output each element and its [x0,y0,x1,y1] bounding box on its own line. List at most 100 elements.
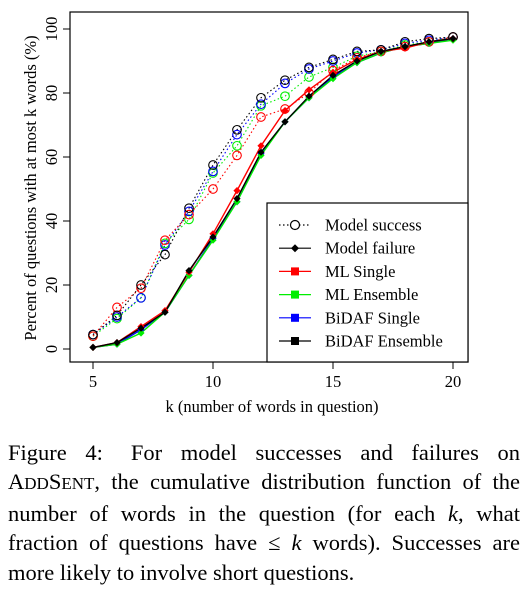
series-line-success-bidaf-ensemble [92,36,454,336]
data-point-success-bidaf-single [136,292,146,303]
legend-label: BiDAF Ensemble [325,332,443,351]
legend-label: ML Ensemble [325,285,418,304]
legend-item-ml-single: ML Single [279,262,395,281]
series-lines [92,36,454,349]
data-point-failure-bidaf-ensemble [401,43,409,51]
y-tick-label: 100 [42,17,61,42]
x-tick-label: 5 [89,372,97,391]
data-point-failure-bidaf-ensemble [89,343,97,351]
legend-item-bidaf-ensemble: BiDAF Ensemble [279,332,443,351]
data-point-failure-bidaf-ensemble [449,35,457,43]
legend-marker-square [291,290,299,299]
x-tick-label: 10 [205,372,222,391]
legend-marker-diamond [291,244,299,253]
data-point-success-bidaf-ensemble [208,160,218,170]
data-point-failure-bidaf-ensemble [137,324,145,332]
legend-label: Model failure [325,239,415,258]
data-point-success-bidaf-ensemble [328,54,338,65]
data-point-success-bidaf-ensemble [136,280,146,290]
data-point-failure-bidaf-ensemble [113,339,121,347]
data-point-failure-bidaf-ensemble [161,308,169,316]
data-point-success-bidaf-ensemble [112,310,122,321]
legend-label: ML Single [325,262,395,281]
figure-caption: Figure 4: For model successes and failure… [8,438,520,587]
caption-text-1: For model successes and failures on [130,440,520,465]
data-point-failure-bidaf-ensemble [329,71,337,79]
series-markers [88,32,458,351]
x-tick-label: 20 [445,372,462,391]
x-axis: 5 10 15 20 [89,362,461,391]
data-point-success-ml-ensemble [304,72,314,82]
y-tick-label: 20 [42,277,61,294]
x-axis-label: k (number of words in question) [165,397,378,416]
series-line-failure-ml-single [92,37,454,349]
caption-addsent: ADDSENT [8,469,95,495]
data-point-failure-bidaf-ensemble [377,47,385,55]
data-point-failure-bidaf-ensemble [425,38,433,46]
legend-box [266,202,469,363]
legend-marker-circle [289,219,301,231]
data-point-success-bidaf-ensemble [184,203,194,214]
data-point-success-bidaf-ensemble [160,249,170,260]
caption-text-4: words). Successes are more likely to inv… [8,530,520,585]
data-point-success-bidaf-single [208,166,218,177]
data-point-failure-ml-ensemble [137,329,145,337]
legend-item-model-success: Model success [279,216,422,235]
caption-k-1: k [447,500,458,526]
data-point-failure-ml-single [257,142,265,150]
data-point-success-ml-single [256,112,266,122]
data-point-success-ml-ensemble [184,214,194,225]
data-point-success-bidaf-ensemble [280,75,290,86]
y-tick-label: 80 [42,85,61,102]
x-tick-label: 15 [325,372,342,391]
legend-marker-square [291,267,299,276]
data-point-success-bidaf-ensemble [256,92,266,103]
data-point-success-ml-ensemble [232,140,242,151]
data-point-success-ml-single [160,235,170,246]
data-point-success-bidaf-single [160,240,170,250]
data-point-failure-bidaf-ensemble [257,148,265,156]
data-point-success-ml-single [136,283,146,294]
legend-marker-square [291,313,299,322]
y-axis-label: Percent of questions with at most k word… [21,35,40,340]
caption-label: Figure 4: [8,440,103,465]
data-point-failure-ml-single [281,107,289,115]
legend: Model success Model failure ML Single ML En… [266,202,469,363]
data-point-success-ml-single [112,302,122,313]
caption-k-2: k [291,530,302,556]
series-line-success-bidaf-single [92,36,454,336]
data-point-success-ml-single [184,209,194,220]
data-point-failure-bidaf-ensemble [233,195,241,203]
data-point-failure-bidaf-ensemble [305,92,313,100]
caption-text-3: , what fraction of questions have ≤ [8,500,520,556]
y-tick-label: 40 [42,213,61,230]
y-tick-label: 0 [42,345,61,353]
data-point-success-bidaf-ensemble [88,329,98,340]
data-point-failure-bidaf-ensemble [281,118,289,126]
data-point-success-bidaf-single [232,129,242,140]
y-tick-label: 60 [42,149,61,166]
legend-marker-square [291,337,299,345]
legend-item-ml-ensemble: ML Ensemble [279,285,418,304]
data-point-success-ml-ensemble [280,91,290,102]
data-point-failure-bidaf-ensemble [353,57,361,65]
caption-text-2: , the cumulative distribution function o… [8,469,520,526]
legend-label: BiDAF Single [325,308,420,327]
series-line-failure-bidaf-ensemble [92,37,454,349]
data-point-failure-bidaf-ensemble [185,267,193,275]
data-point-success-bidaf-ensemble [232,124,242,135]
data-point-success-bidaf-single [280,78,290,89]
data-point-success-bidaf-single [256,99,266,110]
data-point-failure-ml-single [233,187,241,195]
y-axis: 0 20 40 60 80 100 [42,17,70,353]
data-point-success-bidaf-single [184,206,194,217]
legend-label: Model success [325,216,422,235]
data-point-success-ml-single [208,184,218,194]
data-point-failure-ml-single [305,86,313,94]
legend-item-bidaf-single: BiDAF Single [279,308,420,327]
data-point-success-bidaf-ensemble [352,46,362,57]
data-point-failure-bidaf-ensemble [209,233,217,241]
legend-item-model-failure: Model failure [279,239,415,258]
data-point-success-bidaf-ensemble [304,62,314,73]
